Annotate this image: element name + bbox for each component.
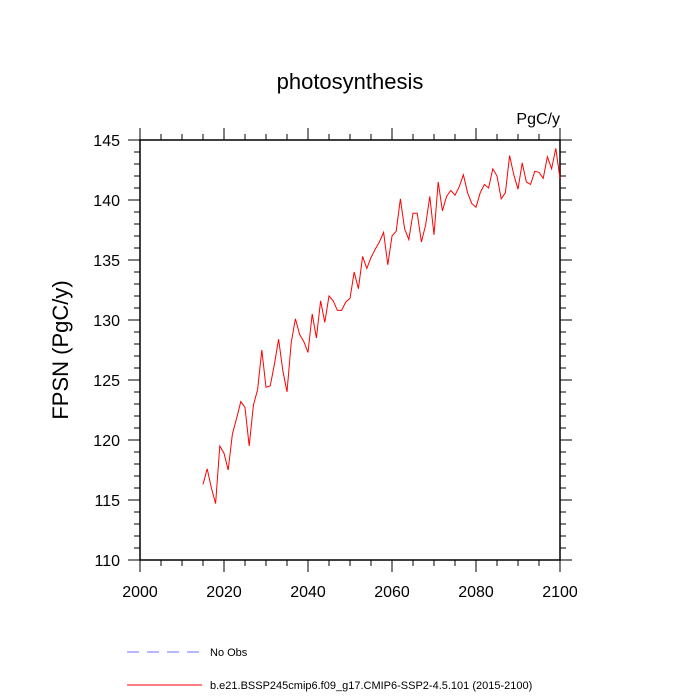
units-label: PgC/y xyxy=(516,111,560,128)
y-tick-label: 120 xyxy=(93,433,120,450)
y-tick-label: 145 xyxy=(93,133,120,150)
legend-label-no-obs: No Obs xyxy=(210,647,248,659)
y-tick-label: 110 xyxy=(94,553,120,570)
y-tick-label: 125 xyxy=(93,373,120,390)
x-tick-label: 2060 xyxy=(374,584,410,601)
chart-title: photosynthesis xyxy=(277,69,424,94)
y-tick-label: 115 xyxy=(94,493,120,510)
y-tick-label: 140 xyxy=(93,193,120,210)
axes xyxy=(128,128,572,572)
y-tick-labels: 110 115 120 125 130 135 140 145 xyxy=(93,133,120,570)
x-tick-label: 2040 xyxy=(290,584,326,601)
legend: No Obs b.e21.BSSP245cmip6.f09_g17.CMIP6-… xyxy=(127,647,532,692)
y-tick-label: 130 xyxy=(93,313,120,330)
series-line-1 xyxy=(202,148,561,504)
x-tick-label: 2000 xyxy=(122,584,158,601)
y-axis-label: FPSN (PgC/y) xyxy=(48,280,73,419)
legend-label-model-run: b.e21.BSSP245cmip6.f09_g17.CMIP6-SSP2-4.… xyxy=(210,680,532,692)
series-group xyxy=(202,148,561,504)
x-tick-labels: 2000 2020 2040 2060 2080 2100 xyxy=(122,584,578,601)
x-tick-label: 2100 xyxy=(542,584,578,601)
x-tick-label: 2080 xyxy=(458,584,494,601)
x-tick-label: 2020 xyxy=(206,584,242,601)
y-tick-label: 135 xyxy=(93,253,120,270)
plot-frame xyxy=(139,139,561,561)
